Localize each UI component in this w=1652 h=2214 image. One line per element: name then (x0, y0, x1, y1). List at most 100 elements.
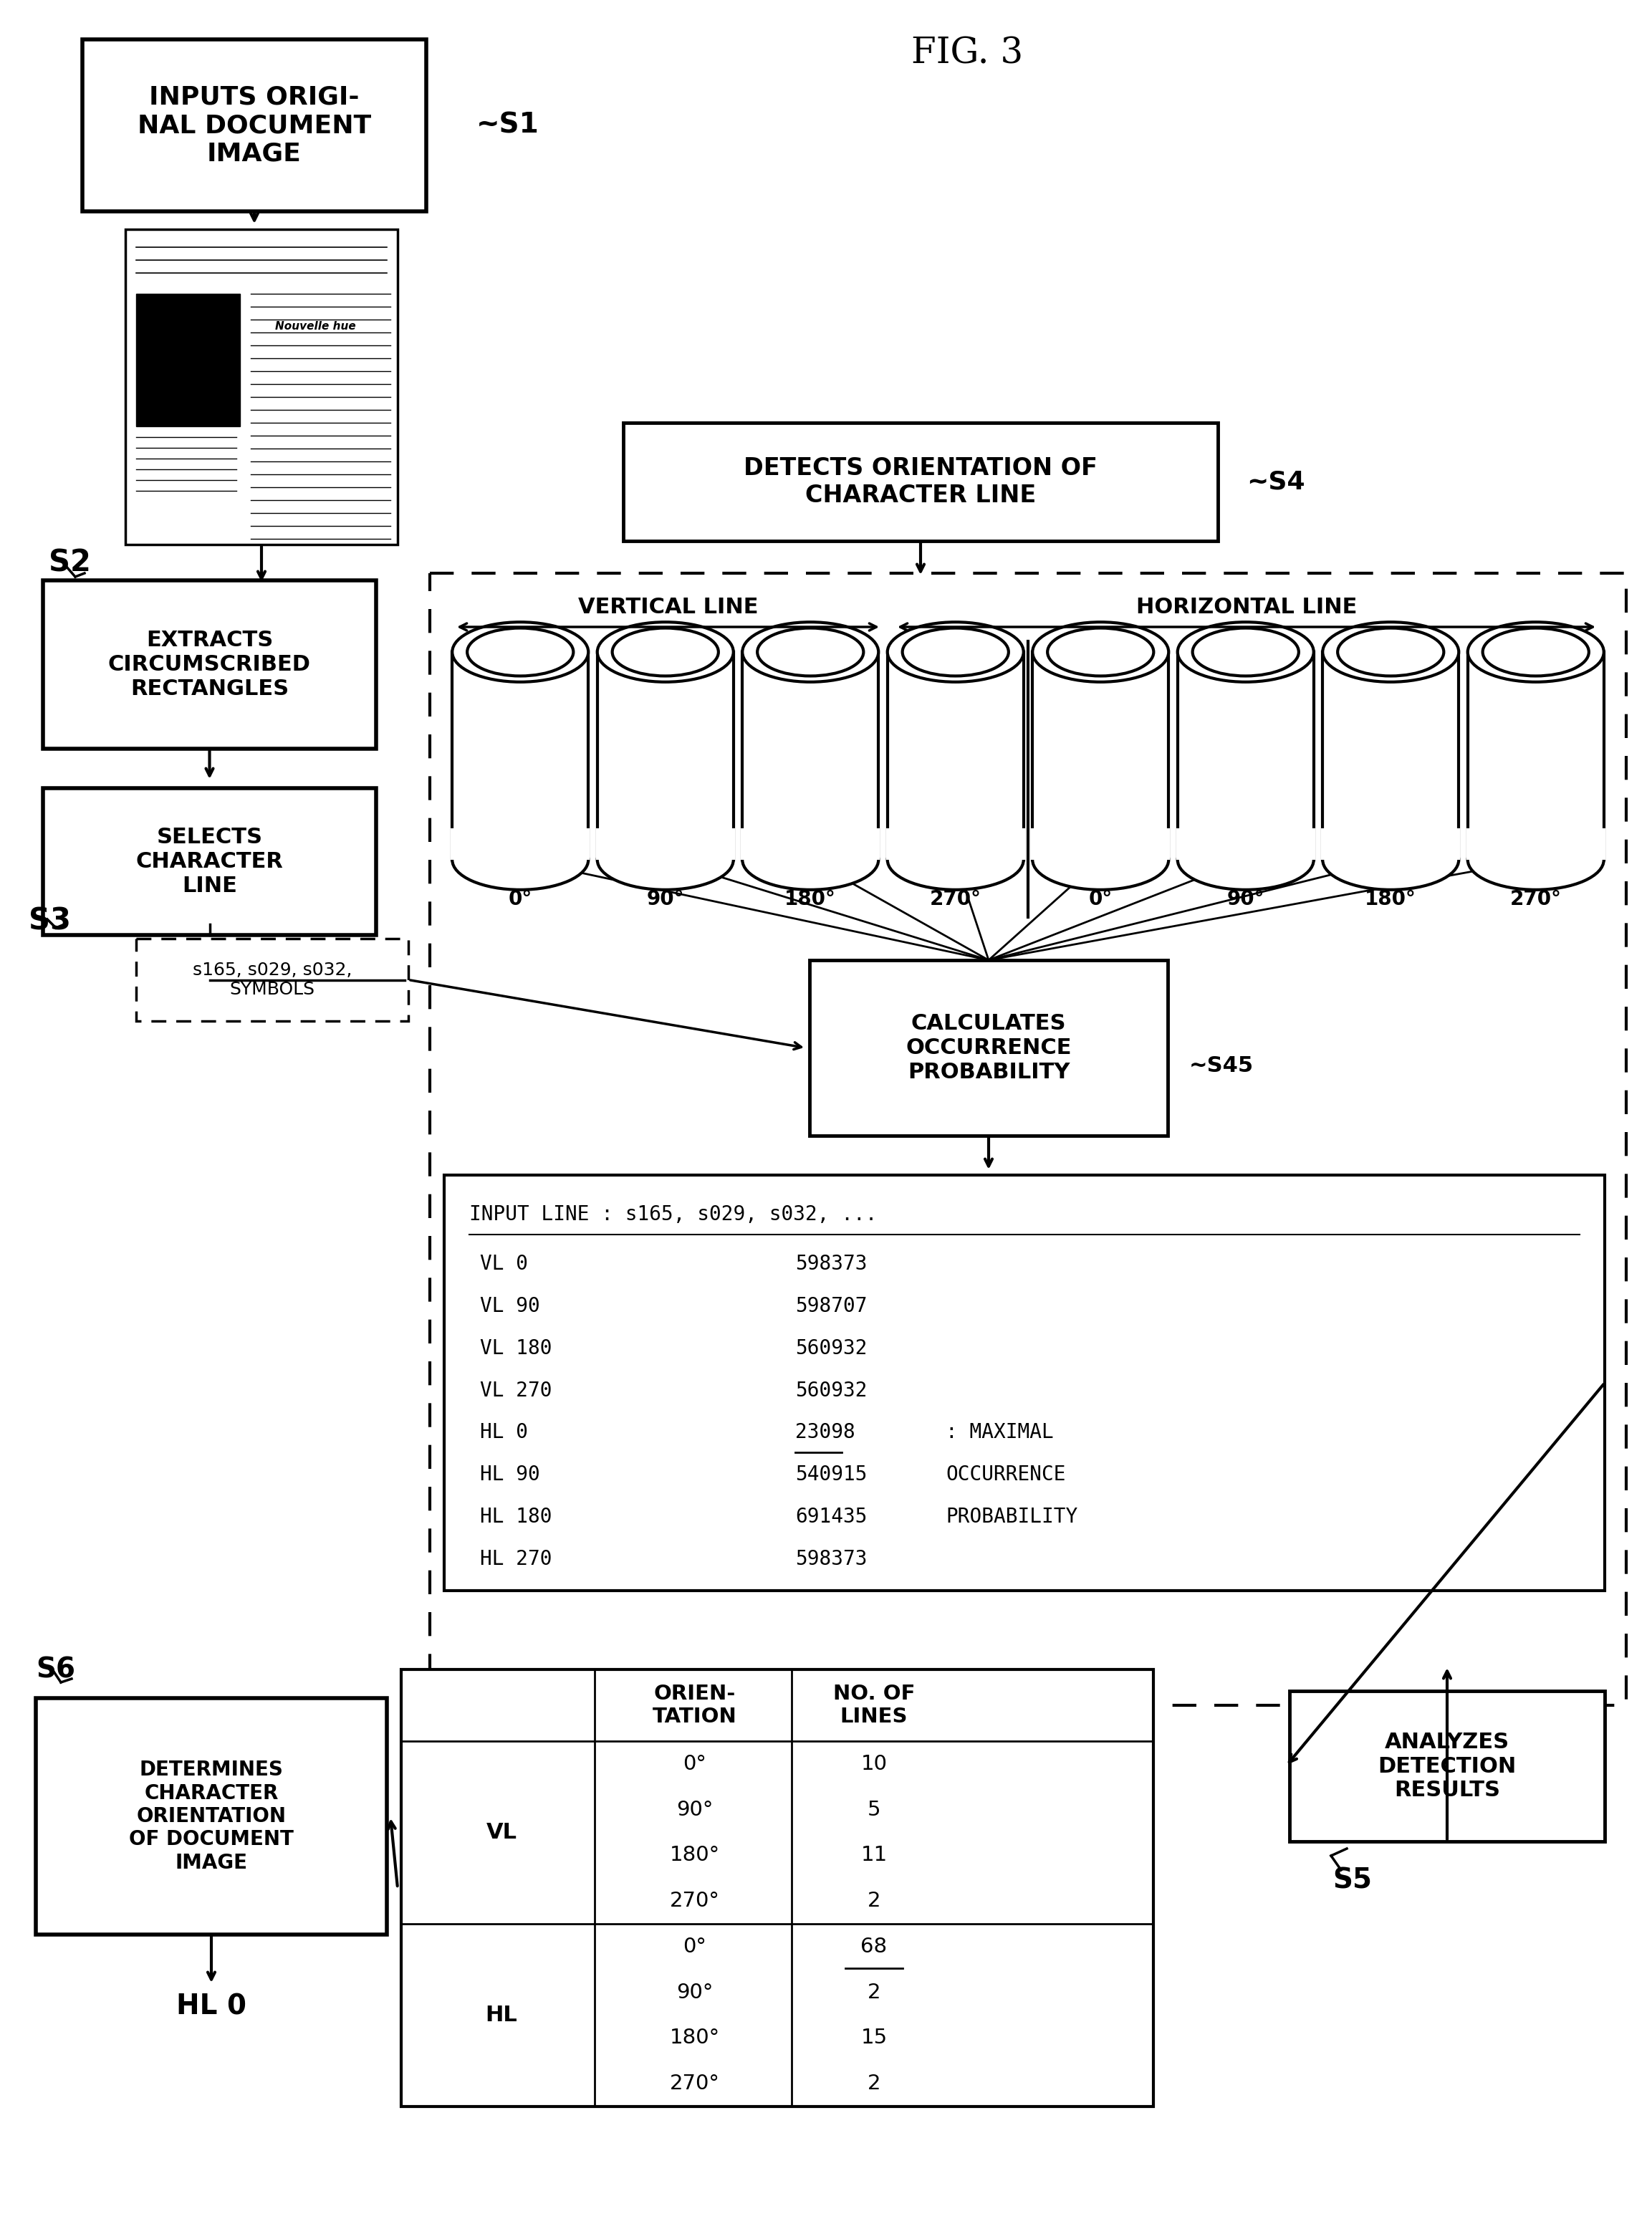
Ellipse shape (468, 629, 573, 675)
Text: 560932: 560932 (795, 1337, 867, 1359)
Text: S6: S6 (36, 1656, 76, 1683)
Text: ~S45: ~S45 (1189, 1056, 1254, 1076)
Bar (742, 828, 881, 859)
Text: HORIZONTAL LINE: HORIZONTAL LINE (1137, 596, 1356, 618)
Ellipse shape (887, 622, 1024, 682)
Ellipse shape (1338, 629, 1444, 675)
Text: ORIEN-
TATION: ORIEN- TATION (653, 1683, 737, 1727)
Text: S3: S3 (28, 906, 71, 937)
Bar (1322, 828, 1460, 859)
Text: 598707: 598707 (795, 1295, 867, 1317)
Bar (83, 40, 426, 210)
Text: 23098: 23098 (795, 1424, 856, 1444)
Bar (126, 230, 398, 545)
Bar (623, 423, 1218, 540)
Text: 0°: 0° (684, 1753, 707, 1773)
Text: S5: S5 (1333, 1866, 1371, 1895)
Text: 2: 2 (867, 2075, 881, 2094)
Text: VL: VL (486, 1822, 517, 1842)
Text: HL 180: HL 180 (481, 1508, 552, 1528)
Text: : MAXIMAL: : MAXIMAL (945, 1424, 1054, 1444)
Text: ~S1: ~S1 (476, 111, 539, 139)
Text: HL 270: HL 270 (481, 1550, 552, 1570)
Text: NO. OF
LINES: NO. OF LINES (833, 1683, 915, 1727)
Text: 5: 5 (867, 1800, 881, 1820)
Text: HL 90: HL 90 (481, 1466, 540, 1486)
Text: 180°: 180° (669, 1844, 720, 1866)
Bar (885, 828, 1024, 859)
Text: 15: 15 (861, 2028, 887, 2048)
Ellipse shape (1467, 830, 1604, 890)
Ellipse shape (742, 830, 879, 890)
Text: 180°: 180° (669, 2028, 720, 2048)
Text: 11: 11 (861, 1844, 887, 1866)
Ellipse shape (757, 629, 864, 675)
Text: S2: S2 (48, 547, 91, 578)
Bar (430, 573, 1626, 1705)
Ellipse shape (613, 629, 719, 675)
Text: 2: 2 (867, 1891, 881, 1911)
Ellipse shape (1032, 622, 1168, 682)
Text: 0°: 0° (1089, 890, 1112, 910)
Ellipse shape (1032, 830, 1168, 890)
Ellipse shape (1483, 629, 1589, 675)
Text: FIG. 3: FIG. 3 (912, 35, 1023, 71)
Bar (135, 939, 408, 1021)
Text: 270°: 270° (1510, 890, 1561, 910)
Bar (1031, 828, 1170, 859)
Text: VL 270: VL 270 (481, 1382, 552, 1401)
Text: VL 90: VL 90 (481, 1295, 540, 1317)
Text: s165, s029, s032,
SYMBOLS: s165, s029, s032, SYMBOLS (193, 961, 352, 999)
Text: 540915: 540915 (795, 1466, 867, 1486)
Text: 691435: 691435 (795, 1508, 867, 1528)
Ellipse shape (453, 622, 588, 682)
Text: DETECTS ORIENTATION OF
CHARACTER LINE: DETECTS ORIENTATION OF CHARACTER LINE (743, 456, 1097, 507)
Ellipse shape (1323, 622, 1459, 682)
Text: 598373: 598373 (795, 1550, 867, 1570)
Text: 270°: 270° (930, 890, 981, 910)
Bar (1290, 1691, 1604, 1842)
Ellipse shape (1467, 622, 1604, 682)
Text: DETERMINES
CHARACTER
ORIENTATION
OF DOCUMENT
IMAGE: DETERMINES CHARACTER ORIENTATION OF DOCU… (129, 1760, 294, 1873)
Text: VL 180: VL 180 (481, 1337, 552, 1359)
Bar (135, 294, 240, 427)
Text: 180°: 180° (785, 890, 836, 910)
Text: 90°: 90° (646, 890, 684, 910)
Text: INPUT LINE : s165, s029, s032, ...: INPUT LINE : s165, s029, s032, ... (469, 1204, 877, 1224)
Ellipse shape (1178, 622, 1313, 682)
Ellipse shape (598, 830, 733, 890)
Text: 598373: 598373 (795, 1253, 867, 1275)
Text: SELECTS
CHARACTER
LINE: SELECTS CHARACTER LINE (135, 828, 282, 897)
Bar (596, 828, 735, 859)
Text: HL: HL (486, 2006, 517, 2026)
Bar (444, 1176, 1604, 1590)
Text: HL 0: HL 0 (177, 1993, 246, 2019)
Bar (43, 788, 377, 934)
Bar (401, 1669, 1153, 2106)
Bar (451, 828, 590, 859)
Bar (1176, 828, 1315, 859)
Bar (809, 961, 1168, 1136)
Text: 2: 2 (867, 1982, 881, 2001)
Text: OCCURRENCE: OCCURRENCE (945, 1466, 1066, 1486)
Text: PROBABILITY: PROBABILITY (945, 1508, 1077, 1528)
Text: 0°: 0° (684, 1937, 707, 1957)
Text: 270°: 270° (669, 1891, 720, 1911)
Text: 68: 68 (861, 1937, 887, 1957)
Text: HL 0: HL 0 (481, 1424, 529, 1444)
Bar (43, 580, 377, 748)
Text: CALCULATES
OCCURRENCE
PROBABILITY: CALCULATES OCCURRENCE PROBABILITY (905, 1014, 1072, 1083)
Text: INPUTS ORIGI-
NAL DOCUMENT
IMAGE: INPUTS ORIGI- NAL DOCUMENT IMAGE (137, 84, 372, 166)
Text: ANALYZES
DETECTION
RESULTS: ANALYZES DETECTION RESULTS (1378, 1731, 1517, 1800)
Text: 90°: 90° (677, 1982, 714, 2001)
Text: VL 0: VL 0 (481, 1253, 529, 1275)
Ellipse shape (1323, 830, 1459, 890)
Text: 180°: 180° (1365, 890, 1416, 910)
Text: EXTRACTS
CIRCUMSCRIBED
RECTANGLES: EXTRACTS CIRCUMSCRIBED RECTANGLES (107, 631, 311, 700)
Ellipse shape (1047, 629, 1153, 675)
Text: 90°: 90° (1227, 890, 1264, 910)
Bar (36, 1698, 387, 1935)
Ellipse shape (1178, 830, 1313, 890)
Text: 10: 10 (861, 1753, 887, 1773)
Ellipse shape (453, 830, 588, 890)
